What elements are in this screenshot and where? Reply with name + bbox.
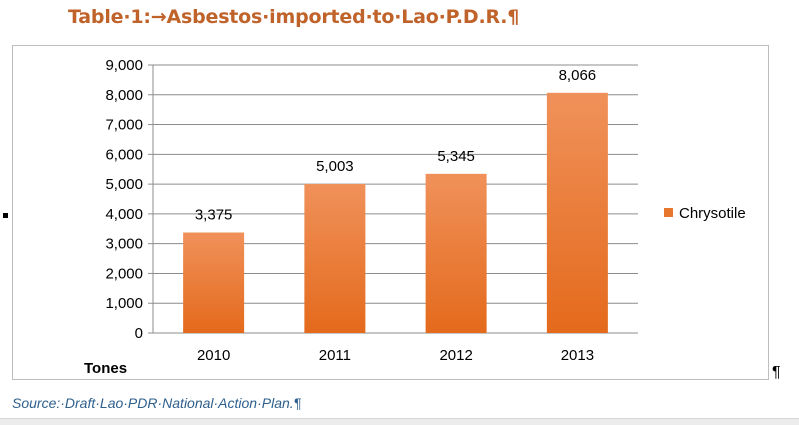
y-tick-label: 0 [135,325,143,342]
legend-label-chrysotile: Chrysotile [679,205,746,222]
x-tick-label-2011: 2011 [319,347,351,364]
y-tick-label: 8,000 [105,87,143,104]
y-tick-label: 9,000 [105,57,143,74]
y-tick-label: 3,000 [105,236,143,253]
y-tick-label: 7,000 [105,117,143,134]
y-tick-label: 1,000 [105,295,143,312]
x-tick-label-2013: 2013 [561,347,594,364]
bar-2012[interactable] [425,173,487,333]
bar-2011[interactable] [304,184,366,333]
x-tick-label-2012: 2012 [439,347,472,364]
data-label-2012: 5,345 [437,148,475,165]
x-tick-label-2010: 2010 [197,347,230,364]
legend: Chrysotile [664,205,746,222]
bar-chart: 0 1,000 2,000 3,000 4,000 5,000 6,000 7,000 8,00… [84,57,746,377]
source-note: Source:·Draft·Lao·PDR·National·Action·Pl… [12,395,302,411]
x-tick-labels: 2010 2011 2012 2013 [197,347,594,364]
bars [183,92,608,334]
caption-title: Table·1:→Asbestos·imported·to·Lao·P.D.R.… [68,6,520,28]
status-bar-edge [0,418,799,425]
paragraph-mark: ¶ [772,364,781,381]
legend-swatch-chrysotile [664,208,673,217]
y-tick-label: 4,000 [105,206,143,223]
data-label-2013: 8,066 [559,67,597,84]
bar-2013[interactable] [546,92,608,333]
bar-2010[interactable] [183,232,245,334]
y-tick-label: 6,000 [105,146,143,163]
data-label-2010: 3,375 [195,207,233,224]
y-tick-labels: 0 1,000 2,000 3,000 4,000 5,000 6,000 7,000 8,00… [105,57,143,342]
anchor-handle[interactable] [3,213,8,218]
data-label-2011: 5,003 [316,158,354,175]
y-tick-label: 2,000 [105,265,143,282]
chart-frame[interactable]: 0 1,000 2,000 3,000 4,000 5,000 6,000 7,000 8,00… [12,45,769,380]
y-axis-label: Tones [84,360,127,377]
data-labels: 3,375 5,003 5,345 8,066 [195,67,596,224]
y-tick-label: 5,000 [105,176,143,193]
